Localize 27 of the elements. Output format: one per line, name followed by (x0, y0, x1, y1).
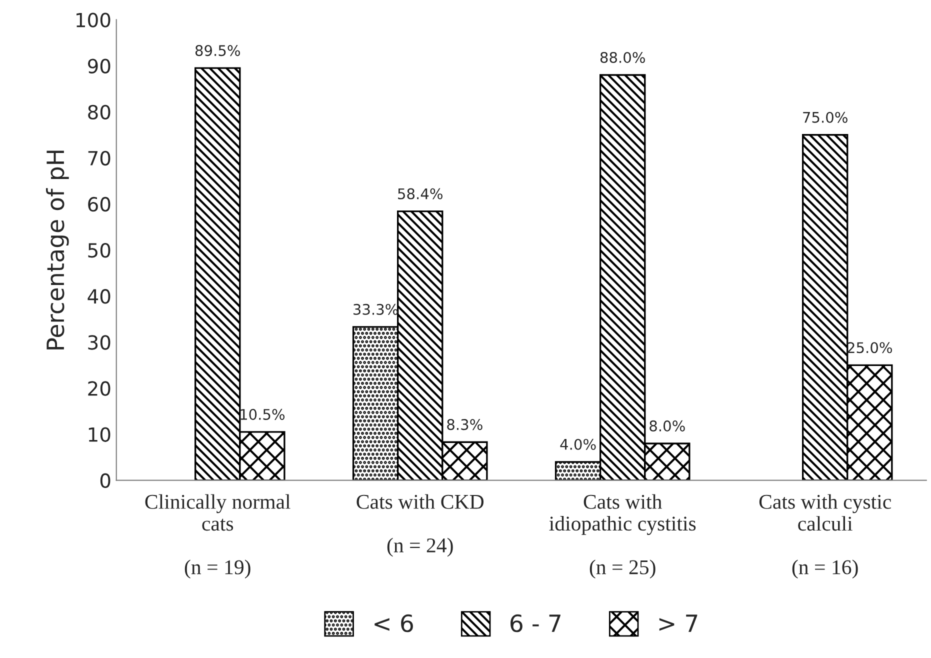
data-label: 10.5% (240, 408, 285, 420)
y-tick-label: 0 (100, 473, 110, 488)
y-tick-label: 70 (88, 150, 110, 166)
data-label: 8.3% (447, 419, 482, 430)
y-tick-label: 90 (88, 58, 110, 74)
legend-label: < 6 (374, 614, 413, 632)
data-label: 88.0% (600, 52, 645, 63)
y-tick-label: 60 (88, 196, 110, 212)
y-tick-label: 10 (88, 427, 110, 442)
legend-label: 6 - 7 (510, 614, 560, 632)
legend-label: > 7 (659, 614, 698, 632)
x-tick-label: Cats with idiopathic cystitis (n = 25) (549, 494, 696, 579)
data-label: 4.0% (560, 438, 596, 450)
category-label: Cats with cystic calculi (n = 16) (759, 494, 891, 579)
data-label: 8.0% (650, 420, 685, 432)
y-tick-label: 50 (88, 242, 110, 258)
y-tick-label: 100 (76, 12, 110, 28)
y-tick-label: 30 (88, 335, 110, 350)
data-label: 58.4% (398, 188, 442, 200)
data-label: 75.0% (803, 112, 848, 123)
y-tick-label: 20 (88, 381, 110, 396)
y-tick-label: 40 (88, 289, 110, 304)
category-label: Clinically normal cats (n = 19) (145, 494, 290, 579)
data-label: 89.5% (195, 45, 240, 56)
y-axis-title: Percentage of pH (46, 150, 69, 350)
y-tick-label: 80 (88, 104, 110, 120)
category-label: Cats with CKD (n = 24) (356, 494, 484, 557)
